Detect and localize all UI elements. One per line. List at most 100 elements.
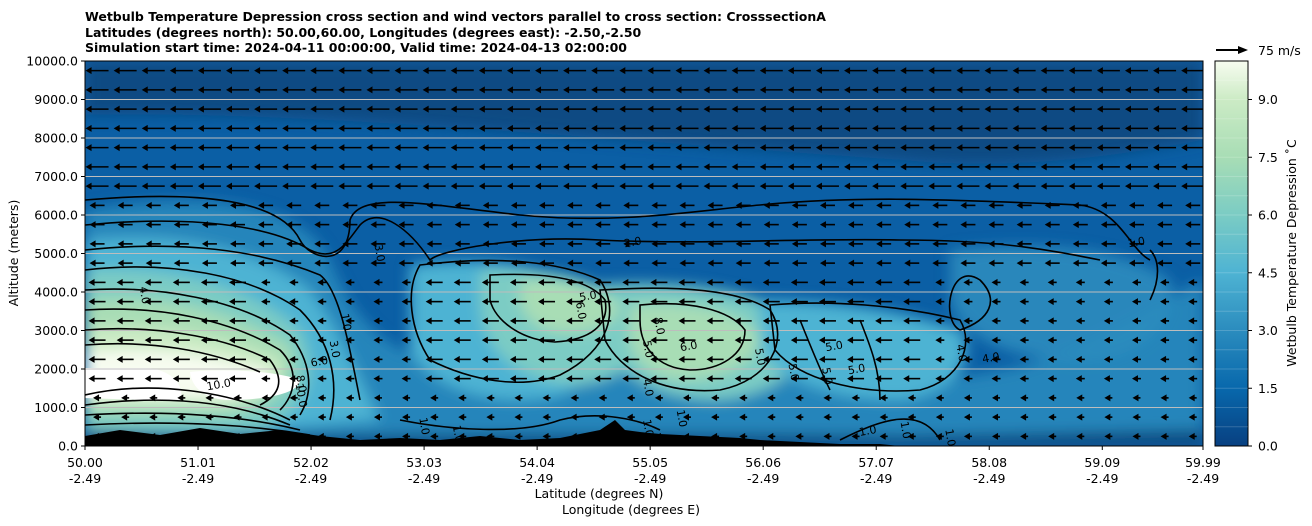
wind-vector	[935, 413, 944, 421]
wind-vector	[177, 413, 186, 421]
wind-vector	[1188, 355, 1198, 363]
wind-vector	[314, 201, 330, 209]
wind-vector	[991, 278, 1001, 286]
wind-vector	[650, 336, 668, 344]
wind-vector	[795, 432, 804, 440]
wind-vector	[141, 182, 165, 190]
wind-vector	[984, 124, 1008, 132]
wind-vector	[229, 278, 247, 286]
wind-vector	[739, 413, 748, 421]
wind-vector	[734, 317, 752, 325]
wind-vector	[1124, 144, 1148, 152]
wind-vector	[928, 86, 952, 94]
wind-vector	[731, 182, 755, 190]
y-tick-label: 5000.0	[34, 246, 78, 261]
contour-label: 4.0	[640, 378, 656, 397]
wind-vector	[373, 336, 383, 344]
wind-vector	[481, 355, 499, 363]
wind-vector	[876, 240, 892, 248]
wind-vector	[144, 375, 162, 383]
wind-vector	[904, 259, 920, 267]
wind-vector	[654, 413, 663, 421]
wind-vector	[226, 182, 250, 190]
wind-vector	[201, 240, 217, 248]
wind-vector	[1104, 413, 1113, 421]
wind-vector	[984, 86, 1008, 94]
wind-vector	[903, 336, 921, 344]
wind-vector	[425, 375, 443, 383]
wind-vector	[928, 105, 952, 113]
wind-vector	[197, 86, 221, 94]
x-tick-label-lat: 59.99	[1185, 455, 1221, 470]
wind-vector	[762, 336, 780, 344]
wind-vector	[1104, 394, 1113, 402]
wind-vector	[879, 394, 888, 402]
wind-vector	[478, 86, 502, 94]
contour-label: 5.0	[847, 361, 866, 377]
wind-vector	[790, 278, 808, 286]
wind-vector	[141, 144, 165, 152]
x-tick-label-lon: -2.49	[860, 471, 892, 486]
wind-vector	[402, 413, 411, 421]
wind-vector	[282, 105, 306, 113]
wind-vector	[1160, 394, 1169, 402]
wind-vector	[454, 240, 470, 248]
wind-vector	[762, 317, 780, 325]
wind-vector	[791, 221, 807, 229]
wind-vector	[1124, 86, 1148, 94]
x-tick-label-lon: -2.49	[747, 471, 779, 486]
wind-vector	[172, 278, 190, 286]
wind-vector	[454, 201, 470, 209]
wind-vector	[651, 240, 667, 248]
wind-vector	[932, 201, 948, 209]
wind-vector	[454, 221, 470, 229]
wind-vector	[458, 394, 467, 402]
wind-vector	[823, 413, 832, 421]
wind-vector	[960, 201, 976, 209]
wind-vector	[401, 317, 411, 325]
wind-vector	[734, 355, 752, 363]
wind-vector	[623, 259, 639, 267]
wind-vector	[1188, 413, 1197, 421]
wind-vector	[169, 144, 193, 152]
wind-vector	[1016, 201, 1032, 209]
wind-vector	[851, 394, 860, 402]
wind-vector	[594, 355, 612, 363]
contour-label: 8.0	[651, 316, 667, 335]
wind-vector	[1160, 336, 1170, 344]
wind-vector	[791, 240, 807, 248]
wind-vector	[116, 278, 134, 286]
contour-label: 4.0	[953, 343, 969, 362]
wind-vector	[703, 144, 727, 152]
wind-vector	[539, 221, 555, 229]
wind-vector	[430, 432, 439, 440]
wind-vector	[85, 144, 109, 152]
wind-vector	[763, 259, 779, 267]
wind-vector	[847, 375, 865, 383]
wind-vector	[848, 221, 864, 229]
wind-vector	[900, 105, 924, 113]
wind-vector	[992, 432, 1001, 440]
wind-vector	[591, 182, 615, 190]
title-line-3: Simulation start time: 2024-04-11 00:00:…	[85, 40, 627, 55]
colorbar-tick-label: 6.0	[1258, 208, 1278, 223]
wind-vector	[567, 201, 583, 209]
wind-vector	[1153, 144, 1177, 152]
wind-vector	[1128, 240, 1144, 248]
wind-vector	[145, 240, 161, 248]
wind-vector	[509, 355, 527, 363]
wind-vector	[1019, 336, 1029, 344]
wind-vector	[963, 394, 972, 402]
wind-vector	[286, 221, 302, 229]
wind-vector	[1132, 432, 1141, 440]
wind-vector	[535, 182, 559, 190]
wind-vector	[345, 317, 355, 325]
wind-vector	[594, 278, 612, 286]
wind-vector	[875, 298, 893, 306]
wind-vector	[345, 355, 355, 363]
wind-vector	[1181, 144, 1203, 152]
contour-label: 2.0	[623, 234, 642, 250]
wind-vector	[310, 86, 334, 94]
wind-vector	[373, 432, 382, 440]
wind-vector	[1068, 86, 1092, 94]
